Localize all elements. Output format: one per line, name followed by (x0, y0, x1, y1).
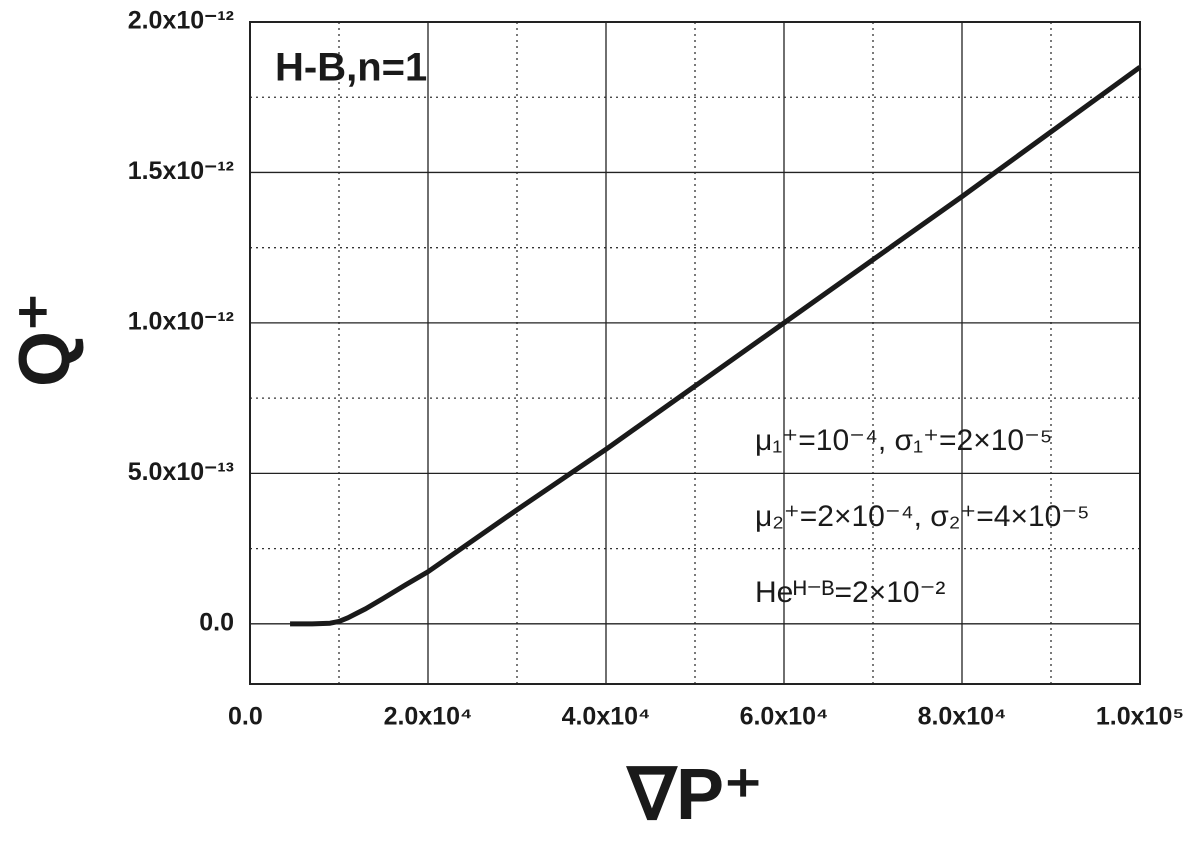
y-tick-label: 5.0x10⁻¹³ (128, 458, 234, 486)
x-tick-label: 2.0x10⁴ (384, 703, 473, 731)
annotation: μ₁⁺=10⁻⁴, σ₁⁺=2×10⁻⁵ (755, 424, 1052, 457)
annotation: Heᴴ⁻ᴮ=2×10⁻² (755, 576, 945, 609)
chart-title: H-B,n=1 (275, 46, 427, 90)
y-tick-label: 1.0x10⁻¹² (128, 308, 234, 336)
y-tick-label: 2.0x10⁻¹² (128, 7, 234, 35)
x-tick-label: 8.0x10⁴ (918, 703, 1007, 731)
y-axis-title: Q⁺ (5, 293, 85, 387)
x-tick-label: 4.0x10⁴ (562, 703, 651, 731)
x-tick-label: 1.0x10⁵ (1096, 703, 1184, 731)
plot-frame (249, 21, 1141, 685)
x-axis-title: ∇P⁺ (626, 755, 762, 835)
y-tick-label: 1.5x10⁻¹² (128, 157, 234, 185)
y-tick-label: 0.0 (199, 608, 234, 636)
x-tick-label: 0.0 (228, 703, 263, 731)
annotation: μ₂⁺=2×10⁻⁴, σ₂⁺=4×10⁻⁵ (755, 500, 1090, 533)
line (290, 65, 1142, 627)
x-tick-label: 6.0x10⁴ (740, 703, 829, 731)
